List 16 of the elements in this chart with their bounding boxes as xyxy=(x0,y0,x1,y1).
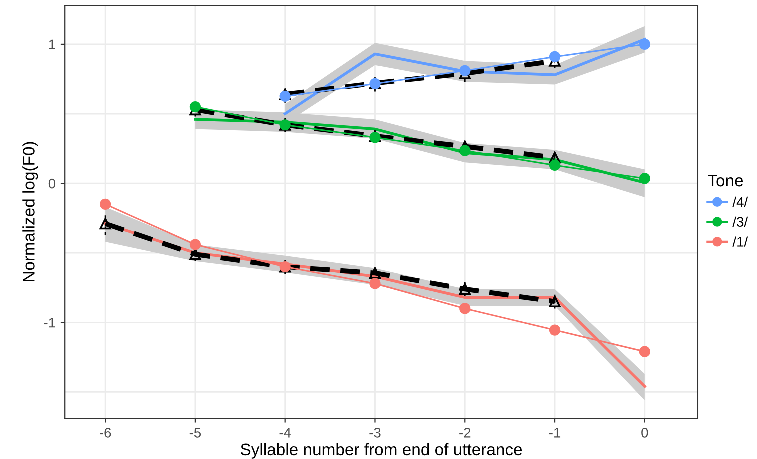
legend-label: /1/ xyxy=(732,236,748,247)
x-tick-label: -2 xyxy=(460,428,471,438)
legend-title: Tone xyxy=(708,175,744,187)
x-tick-label: 0 xyxy=(642,428,648,438)
x-tick-label: -5 xyxy=(190,428,202,438)
x-tick-label: -1 xyxy=(549,428,561,438)
x-tick-label: -6 xyxy=(100,428,112,438)
legend-label: /3/ xyxy=(732,216,748,228)
y-tick-label: 1 xyxy=(49,40,56,50)
y-tick-label: 0 xyxy=(48,178,56,189)
y-axis-title: Normalized log(F0) xyxy=(22,142,38,282)
legend-label: /4/ xyxy=(732,196,748,208)
y-tick-label: -1 xyxy=(44,318,56,328)
x-tick-label: -3 xyxy=(370,428,381,438)
x-axis-title: Syllable number from end of utterance xyxy=(241,443,522,459)
x-tick-label: -4 xyxy=(280,428,292,438)
